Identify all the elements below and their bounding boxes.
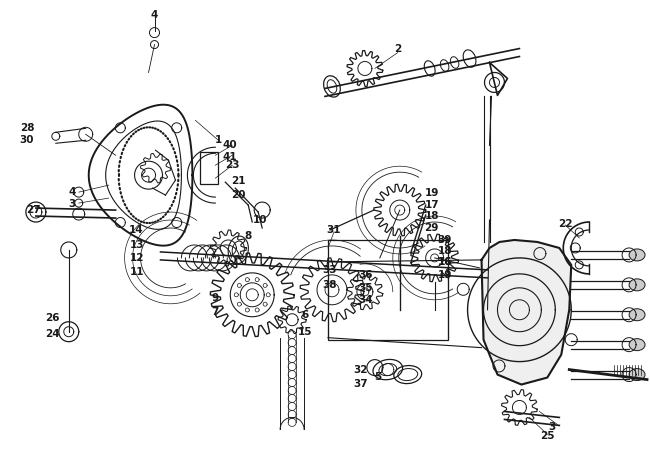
Text: 33: 33 bbox=[323, 265, 337, 275]
Text: 19: 19 bbox=[424, 188, 439, 198]
Text: 11: 11 bbox=[129, 267, 144, 277]
Bar bbox=[200, 152, 218, 184]
Text: 17: 17 bbox=[424, 200, 439, 210]
Text: 36: 36 bbox=[359, 270, 373, 280]
Text: 7: 7 bbox=[212, 307, 219, 317]
Text: 40: 40 bbox=[223, 140, 238, 150]
Text: 2: 2 bbox=[394, 44, 402, 54]
Bar bbox=[328, 240, 448, 340]
Text: 41: 41 bbox=[223, 152, 238, 162]
Text: 3: 3 bbox=[68, 199, 75, 209]
Text: 30: 30 bbox=[20, 135, 34, 145]
Text: 27: 27 bbox=[27, 205, 41, 215]
Ellipse shape bbox=[629, 279, 645, 291]
Text: 21: 21 bbox=[231, 176, 246, 186]
Text: 19: 19 bbox=[437, 270, 452, 280]
Ellipse shape bbox=[629, 338, 645, 350]
Text: 24: 24 bbox=[46, 329, 60, 339]
Text: 18: 18 bbox=[437, 246, 452, 256]
Text: 34: 34 bbox=[359, 295, 373, 305]
Text: 23: 23 bbox=[225, 160, 240, 170]
Text: 37: 37 bbox=[354, 379, 368, 388]
Text: 20: 20 bbox=[231, 190, 246, 200]
Text: 26: 26 bbox=[46, 313, 60, 323]
Polygon shape bbox=[482, 240, 571, 385]
Text: 39: 39 bbox=[437, 235, 452, 245]
Text: 13: 13 bbox=[129, 240, 144, 250]
Text: 38: 38 bbox=[323, 280, 337, 290]
Text: 31: 31 bbox=[327, 225, 341, 235]
Text: 4: 4 bbox=[151, 10, 158, 19]
Text: 10: 10 bbox=[253, 215, 267, 225]
Ellipse shape bbox=[629, 309, 645, 321]
Text: 12: 12 bbox=[129, 253, 144, 263]
Text: 1: 1 bbox=[214, 135, 222, 145]
Text: 9: 9 bbox=[212, 293, 219, 303]
Text: 16: 16 bbox=[437, 257, 452, 267]
Text: 15: 15 bbox=[298, 327, 312, 337]
Ellipse shape bbox=[629, 369, 645, 381]
Text: 14: 14 bbox=[129, 225, 144, 235]
Text: 28: 28 bbox=[20, 123, 34, 133]
Text: 6: 6 bbox=[302, 310, 309, 320]
Text: 25: 25 bbox=[540, 432, 554, 441]
Text: 8: 8 bbox=[244, 231, 252, 241]
Text: 3: 3 bbox=[549, 422, 556, 432]
Text: 5: 5 bbox=[374, 372, 382, 382]
Ellipse shape bbox=[629, 249, 645, 261]
Text: 4: 4 bbox=[68, 187, 75, 197]
Text: 22: 22 bbox=[558, 219, 573, 229]
Text: 29: 29 bbox=[424, 223, 439, 233]
Text: 32: 32 bbox=[354, 364, 368, 375]
Text: 18: 18 bbox=[424, 211, 439, 221]
Text: 35: 35 bbox=[359, 283, 373, 293]
Text: 16: 16 bbox=[437, 257, 452, 267]
